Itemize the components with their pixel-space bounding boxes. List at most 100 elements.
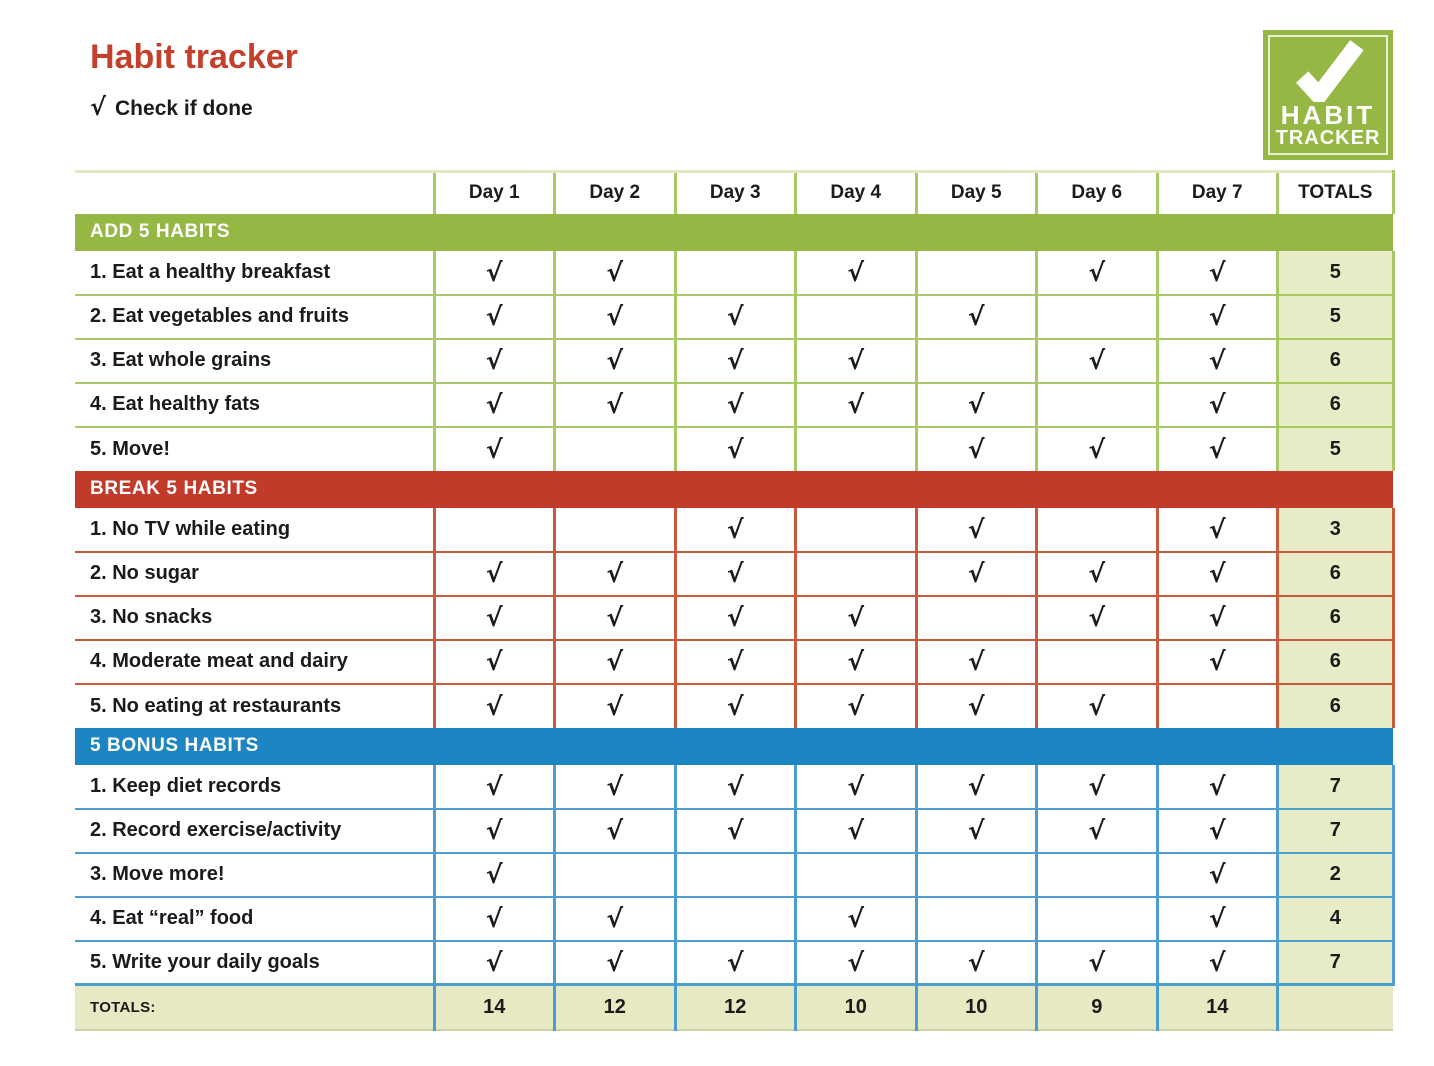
habit-row: 2. Record exercise/activity √ √ √ √ √ √ √ 7 xyxy=(75,808,1395,854)
habit-row: 1. No TV while eating √ √ √ 3 xyxy=(75,507,1395,553)
totals-header: TOTALS xyxy=(1276,170,1395,214)
section-band-add: ADD 5 HABITS xyxy=(75,213,1393,251)
day-cell-checked: √ xyxy=(553,808,675,854)
day-cell-empty xyxy=(553,426,675,471)
day-cell-empty xyxy=(673,250,796,296)
day-cell-checked: √ xyxy=(432,639,555,685)
day-cell-checked: √ xyxy=(673,382,796,428)
day-cell-checked: √ xyxy=(673,294,796,340)
habit-row: 1. Keep diet records √ √ √ √ √ √ √ 7 xyxy=(75,764,1395,810)
day-cell-empty xyxy=(914,896,1037,942)
logo-frame: HABIT TRACKER xyxy=(1268,35,1388,155)
totals-label: TOTALS: xyxy=(75,983,434,1031)
day-cell-checked: √ xyxy=(1155,940,1278,985)
day-total: 14 xyxy=(1155,983,1278,1031)
habit-label: 3. Move more! xyxy=(75,852,434,898)
page-subtitle: √ Check if done xyxy=(90,93,253,121)
day-cell-checked: √ xyxy=(794,338,916,384)
habit-row: 4. Eat “real” food √ √ √ √ 4 xyxy=(75,896,1395,942)
habit-label: 2. Record exercise/activity xyxy=(75,808,434,854)
day-cell-checked: √ xyxy=(1035,940,1157,985)
day-cell-empty xyxy=(794,507,916,553)
day-cell-checked: √ xyxy=(914,639,1037,685)
day-cell-checked: √ xyxy=(432,250,555,296)
habit-row: 4. Moderate meat and dairy √ √ √ √ √ √ 6 xyxy=(75,639,1395,685)
logo-word-tracker: TRACKER xyxy=(1275,127,1381,149)
day-cell-checked: √ xyxy=(432,551,555,597)
logo-word-habit: HABIT xyxy=(1280,100,1376,130)
row-total: 6 xyxy=(1276,382,1395,428)
day-cell-checked: √ xyxy=(553,382,675,428)
row-total: 6 xyxy=(1276,595,1395,641)
day-cell-empty xyxy=(914,250,1037,296)
day-cell-checked: √ xyxy=(553,896,675,942)
day-cell-checked: √ xyxy=(1155,764,1278,810)
habit-label: 1. No TV while eating xyxy=(75,507,434,553)
day-cell-checked: √ xyxy=(1155,338,1278,384)
day-cell-empty xyxy=(1035,382,1157,428)
day-cell-checked: √ xyxy=(673,940,796,985)
day-cell-empty xyxy=(794,551,916,597)
habit-row: 2. No sugar √ √ √ √ √ √ 6 xyxy=(75,551,1395,597)
day-cell-checked: √ xyxy=(1155,507,1278,553)
habit-tracker-logo: HABIT TRACKER xyxy=(1263,30,1393,160)
day-header: Day 7 xyxy=(1155,170,1278,214)
habit-label: 5. No eating at restaurants xyxy=(90,694,342,717)
habit-label: 2. No sugar xyxy=(75,551,434,597)
page-title: Habit tracker xyxy=(90,38,298,76)
day-cell-checked: √ xyxy=(673,764,796,810)
day-cell-checked: √ xyxy=(794,382,916,428)
habit-row: 3. No snacks √ √ √ √ √ √ 6 xyxy=(75,595,1395,641)
day-header: Day 5 xyxy=(914,170,1037,214)
day-header: Day 3 xyxy=(673,170,796,214)
day-cell-checked: √ xyxy=(673,551,796,597)
day-total: 12 xyxy=(673,983,796,1031)
day-cell-empty xyxy=(1035,639,1157,685)
day-cell-checked: √ xyxy=(1155,639,1278,685)
check-icon: √ xyxy=(90,93,107,121)
day-cell-checked: √ xyxy=(914,382,1037,428)
row-total: 7 xyxy=(1276,764,1395,810)
day-cell-checked: √ xyxy=(1035,426,1157,471)
day-cell-checked: √ xyxy=(553,338,675,384)
day-cell-checked: √ xyxy=(553,940,675,985)
day-cell-checked: √ xyxy=(794,896,916,942)
row-total: 3 xyxy=(1276,507,1395,553)
day-total: 10 xyxy=(794,983,916,1031)
day-cell-checked: √ xyxy=(432,940,555,985)
day-cell-checked: √ xyxy=(432,764,555,810)
day-cell-checked: √ xyxy=(914,808,1037,854)
day-cell-checked: √ xyxy=(432,595,555,641)
totals-empty-cell xyxy=(1276,983,1393,1031)
day-cell-checked: √ xyxy=(1035,683,1157,728)
day-cell-checked: √ xyxy=(432,382,555,428)
day-cell-checked: √ xyxy=(1035,764,1157,810)
day-cell-checked: √ xyxy=(1155,382,1278,428)
day-cell-checked: √ xyxy=(914,940,1037,985)
day-cell-checked: √ xyxy=(432,294,555,340)
habit-label: 4. Eat “real” food xyxy=(75,896,434,942)
day-header: Day 1 xyxy=(432,170,555,214)
habit-label: 2. Eat vegetables and fruits xyxy=(75,294,434,340)
day-cell-checked: √ xyxy=(673,808,796,854)
day-cell-checked: √ xyxy=(1035,250,1157,296)
row-total: 6 xyxy=(1276,683,1395,728)
section-title-bonus: 5 BONUS HABITS xyxy=(75,727,1393,765)
day-cell-checked: √ xyxy=(914,426,1037,471)
habit-label: 5. Write your daily goals xyxy=(90,950,320,973)
day-cell-checked: √ xyxy=(673,426,796,471)
row-total: 6 xyxy=(1276,551,1395,597)
day-cell-empty xyxy=(1035,507,1157,553)
day-cell-empty xyxy=(794,426,916,471)
day-cell-empty xyxy=(553,507,675,553)
habit-row: 5. No eating at restaurants √ √ √ √ √ √ 6 xyxy=(75,683,1395,728)
table-corner xyxy=(75,170,434,214)
day-cell-checked: √ xyxy=(1155,294,1278,340)
day-cell-checked: √ xyxy=(914,507,1037,553)
day-cell-empty xyxy=(914,852,1037,898)
day-cell-checked: √ xyxy=(1155,250,1278,296)
day-cell-checked: √ xyxy=(553,551,675,597)
day-cell-checked: √ xyxy=(794,595,916,641)
habit-label: 1. Keep diet records xyxy=(75,764,434,810)
day-cell-checked: √ xyxy=(1155,852,1278,898)
